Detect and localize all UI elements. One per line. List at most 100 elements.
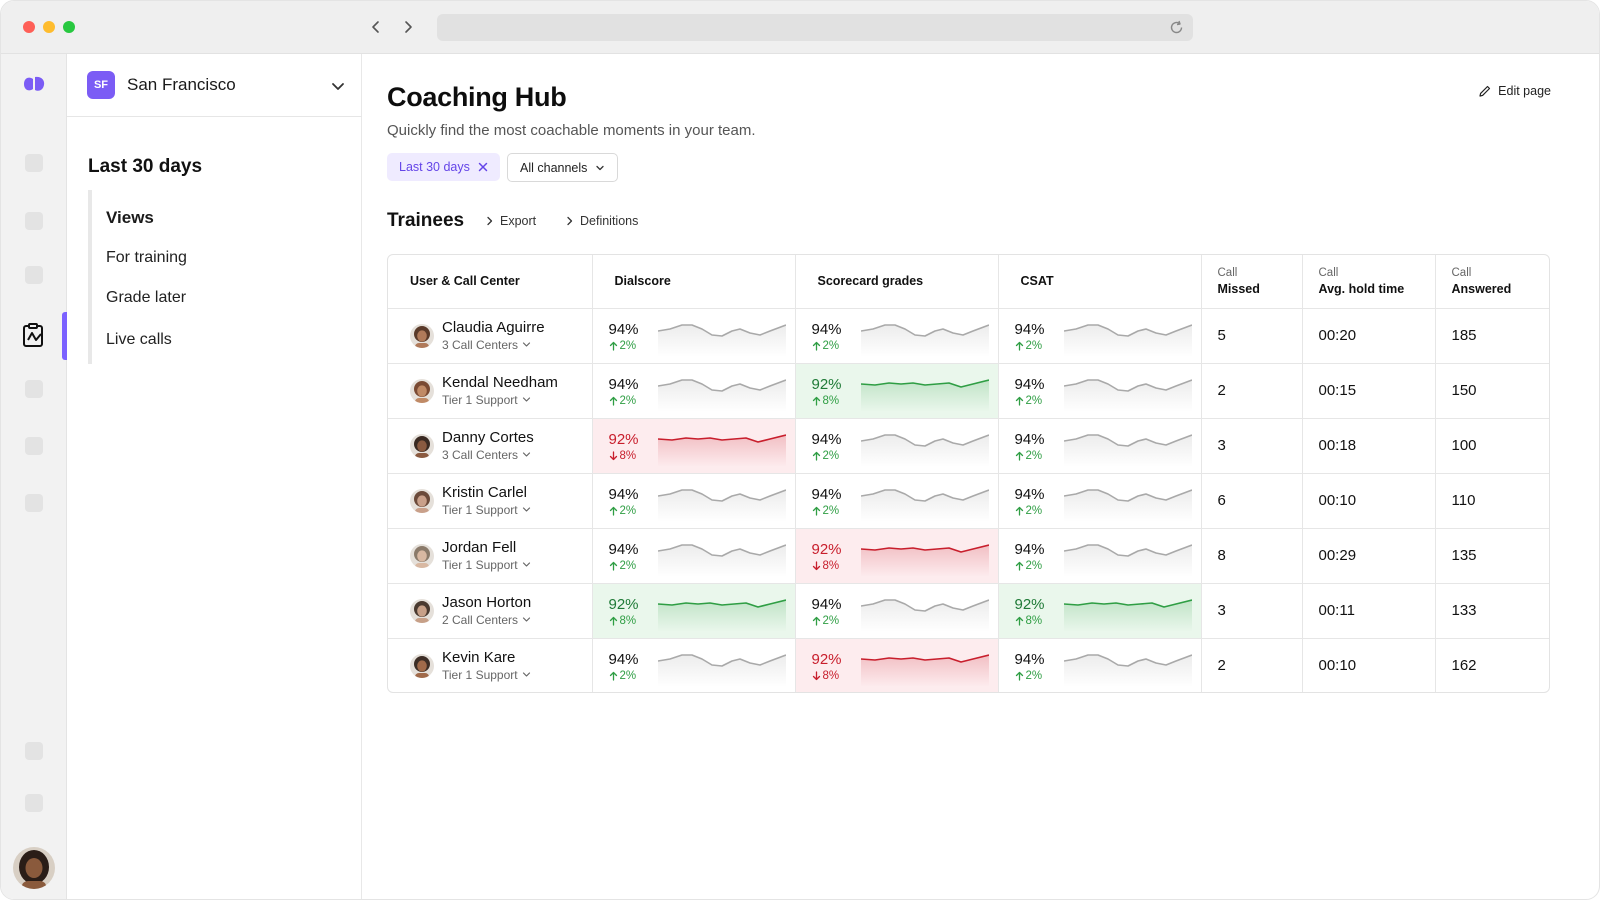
table-row[interactable]: Kristin Carlel Tier 1 Support 94% 2% bbox=[388, 473, 1549, 529]
org-switcher[interactable]: SF San Francisco bbox=[67, 54, 362, 117]
csat-cell[interactable]: 94% 2% bbox=[998, 528, 1202, 584]
scorecard-delta: 2% bbox=[812, 450, 839, 462]
nav-item-4[interactable] bbox=[25, 380, 43, 398]
dialscore-cell[interactable]: 94% 2% bbox=[592, 308, 796, 364]
user-info[interactable]: Claudia Aguirre 3 Call Centers bbox=[388, 319, 592, 353]
channel-filter-dropdown[interactable]: All channels bbox=[507, 153, 619, 182]
answered-cell: 100 bbox=[1435, 418, 1549, 474]
definitions-link[interactable]: Definitions bbox=[565, 214, 638, 228]
user-avatar[interactable] bbox=[13, 847, 55, 889]
reload-icon[interactable] bbox=[1168, 19, 1185, 36]
arrow-up-icon bbox=[609, 671, 617, 681]
dialscore-cell[interactable]: 92% 8% bbox=[592, 583, 796, 639]
user-info[interactable]: Danny Cortes 3 Call Centers bbox=[388, 429, 592, 463]
trainee-name[interactable]: Kristin Carlel bbox=[442, 483, 528, 501]
dialscore-metric: 94% 2% bbox=[593, 474, 795, 528]
col-header-scorecard[interactable]: Scorecard grades bbox=[795, 255, 999, 309]
dialscore-cell[interactable]: 94% 2% bbox=[592, 528, 796, 584]
date-filter-chip[interactable]: Last 30 days bbox=[387, 153, 500, 181]
zoom-window-button[interactable] bbox=[63, 21, 75, 33]
scorecard-cell[interactable]: 92% 8% bbox=[795, 638, 999, 692]
nav-item-6[interactable] bbox=[25, 494, 43, 512]
dialpad-logo-icon[interactable] bbox=[20, 74, 48, 94]
nav-item-2[interactable] bbox=[25, 212, 43, 230]
coaching-icon[interactable] bbox=[21, 322, 47, 348]
table-row[interactable]: Jordan Fell Tier 1 Support 94% 2% bbox=[388, 528, 1549, 584]
trainee-name[interactable]: Jordan Fell bbox=[442, 538, 517, 556]
table-row[interactable]: Kendal Needham Tier 1 Support 94% 2% bbox=[388, 363, 1549, 419]
trainee-avatar-image bbox=[410, 433, 434, 458]
csat-cell[interactable]: 94% 2% bbox=[998, 638, 1202, 692]
csat-sparkline bbox=[1063, 323, 1192, 357]
trainee-avatar-image bbox=[410, 488, 434, 513]
col-header-csat[interactable]: CSAT bbox=[998, 255, 1202, 309]
scorecard-cell[interactable]: 92% 8% bbox=[795, 528, 999, 584]
trainee-name[interactable]: Kevin Kare bbox=[442, 648, 516, 666]
dialscore-cell[interactable]: 94% 2% bbox=[592, 473, 796, 529]
trainee-team-dropdown[interactable]: 3 Call Centers bbox=[442, 447, 534, 463]
dialscore-cell[interactable]: 94% 2% bbox=[592, 363, 796, 419]
dialscore-cell[interactable]: 92% 8% bbox=[592, 418, 796, 474]
trainee-name[interactable]: Claudia Aguirre bbox=[442, 318, 545, 336]
trainee-team-dropdown[interactable]: 2 Call Centers bbox=[442, 612, 531, 628]
col-header-dialscore[interactable]: Dialscore bbox=[592, 255, 796, 309]
csat-value: 94% bbox=[1014, 375, 1045, 393]
user-info[interactable]: Kendal Needham Tier 1 Support bbox=[388, 374, 592, 408]
back-button[interactable] bbox=[365, 16, 387, 38]
nav-item-7[interactable] bbox=[25, 742, 43, 760]
scorecard-cell[interactable]: 94% 2% bbox=[795, 418, 999, 474]
scorecard-cell[interactable]: 94% 2% bbox=[795, 473, 999, 529]
col-header-hold[interactable]: Call Avg. hold time bbox=[1302, 255, 1436, 309]
table-row[interactable]: Danny Cortes 3 Call Centers 92% 8% bbox=[388, 418, 1549, 474]
scorecard-cell[interactable]: 92% 8% bbox=[795, 363, 999, 419]
export-link[interactable]: Export bbox=[485, 214, 536, 228]
trainee-avatar bbox=[410, 653, 434, 678]
arrow-up-icon bbox=[1015, 396, 1023, 406]
csat-cell[interactable]: 94% 2% bbox=[998, 473, 1202, 529]
trainee-name[interactable]: Danny Cortes bbox=[442, 428, 534, 446]
dialscore-metric: 92% 8% bbox=[592, 418, 795, 473]
trainee-team-dropdown[interactable]: 3 Call Centers bbox=[442, 337, 545, 353]
nav-item-3[interactable] bbox=[25, 266, 43, 284]
forward-button[interactable] bbox=[397, 16, 419, 38]
csat-cell[interactable]: 94% 2% bbox=[998, 308, 1202, 364]
sparkline-area bbox=[860, 379, 989, 412]
user-info[interactable]: Kevin Kare Tier 1 Support bbox=[388, 649, 592, 683]
scorecard-cell[interactable]: 94% 2% bbox=[795, 308, 999, 364]
view-item-for-training[interactable]: For training bbox=[106, 249, 187, 266]
address-bar[interactable] bbox=[437, 14, 1193, 41]
col-header-missed[interactable]: Call Missed bbox=[1201, 255, 1303, 309]
csat-cell[interactable]: 92% 8% bbox=[998, 583, 1202, 639]
close-window-button[interactable] bbox=[23, 21, 35, 33]
minimize-window-button[interactable] bbox=[43, 21, 55, 33]
trainee-team-dropdown[interactable]: Tier 1 Support bbox=[442, 667, 531, 683]
trainee-team-dropdown[interactable]: Tier 1 Support bbox=[442, 557, 531, 573]
col-header-user[interactable]: User & Call Center bbox=[388, 255, 593, 309]
nav-item-8[interactable] bbox=[25, 794, 43, 812]
table-row[interactable]: Claudia Aguirre 3 Call Centers 94% 2% bbox=[388, 308, 1549, 364]
edit-page-button[interactable]: Edit page bbox=[1478, 84, 1551, 98]
col-header-answered[interactable]: Call Answered bbox=[1435, 255, 1549, 309]
user-info[interactable]: Jason Horton 2 Call Centers bbox=[388, 594, 592, 628]
view-item-live-calls[interactable]: Live calls bbox=[106, 331, 172, 348]
user-info[interactable]: Kristin Carlel Tier 1 Support bbox=[388, 484, 592, 518]
views-heading[interactable]: Views bbox=[106, 208, 154, 227]
nav-item-1[interactable] bbox=[25, 154, 43, 172]
view-item-grade-later[interactable]: Grade later bbox=[106, 289, 187, 306]
close-icon[interactable] bbox=[478, 162, 488, 172]
user-info[interactable]: Jordan Fell Tier 1 Support bbox=[388, 539, 592, 573]
user-text: Jason Horton 2 Call Centers bbox=[442, 594, 531, 628]
trainee-team-dropdown[interactable]: Tier 1 Support bbox=[442, 392, 558, 408]
nav-item-5[interactable] bbox=[25, 437, 43, 455]
csat-cell[interactable]: 94% 2% bbox=[998, 363, 1202, 419]
table-header-row: User & Call Center Dialscore Scorecard g… bbox=[388, 255, 1549, 309]
trainee-team-dropdown[interactable]: Tier 1 Support bbox=[442, 502, 531, 518]
dialscore-cell[interactable]: 94% 2% bbox=[592, 638, 796, 692]
csat-cell[interactable]: 94% 2% bbox=[998, 418, 1202, 474]
scorecard-cell[interactable]: 94% 2% bbox=[795, 583, 999, 639]
chevron-down-icon bbox=[522, 617, 531, 622]
trainee-name[interactable]: Kendal Needham bbox=[442, 373, 558, 391]
trainee-name[interactable]: Jason Horton bbox=[442, 593, 532, 611]
table-row[interactable]: Kevin Kare Tier 1 Support 94% 2% bbox=[388, 638, 1549, 692]
table-row[interactable]: Jason Horton 2 Call Centers 92% 8% bbox=[388, 583, 1549, 639]
